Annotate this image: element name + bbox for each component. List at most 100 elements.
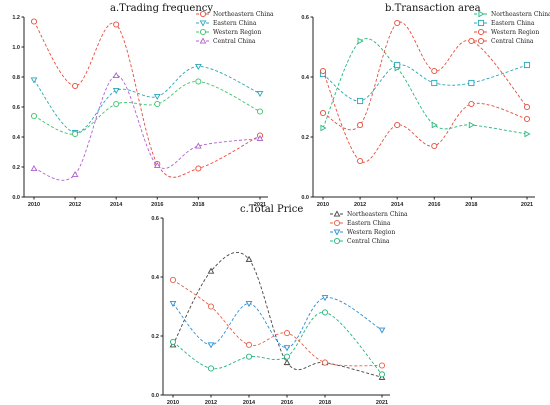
chart-title: c.Total Price xyxy=(240,204,303,215)
legend-item-eastern-china: Eastern China xyxy=(474,19,535,27)
data-point xyxy=(113,21,120,28)
series-line xyxy=(33,66,261,133)
legend-marker xyxy=(477,37,485,45)
chart-panel-b: b.Transaction area 0.0 0.2 0.4 0.6 2010 2012 20… xyxy=(301,3,550,208)
data-point xyxy=(256,108,264,115)
series-eastern-china xyxy=(30,63,264,137)
data-point xyxy=(169,276,177,284)
y-tick-label: 0.6 xyxy=(12,105,20,111)
x-tick-label: 2016 xyxy=(151,202,163,208)
axes xyxy=(160,217,390,398)
series-line xyxy=(33,81,261,135)
legend-marker xyxy=(333,219,341,227)
x-tick-label: 2012 xyxy=(69,202,81,208)
chart-title: a.Trading frequency xyxy=(110,3,213,14)
y-tick-label: 0.2 xyxy=(151,334,159,340)
legend-marker xyxy=(477,19,485,27)
data-point xyxy=(523,115,531,123)
y-tick-label: 0.0 xyxy=(301,195,309,201)
y-tick-label: 0.6 xyxy=(151,216,159,222)
legend-label: Northeastern China xyxy=(491,11,550,18)
axes xyxy=(21,16,268,200)
x-tick-label: 2014 xyxy=(243,400,256,405)
data-point xyxy=(321,359,329,366)
x-tick-label: 2010 xyxy=(28,202,40,208)
data-point xyxy=(153,161,161,169)
series-line xyxy=(172,279,383,367)
data-point xyxy=(169,338,177,345)
legend-marker xyxy=(333,237,341,245)
y-tick-label: 0.6 xyxy=(301,15,309,21)
data-point xyxy=(245,353,253,360)
data-point xyxy=(245,341,253,348)
series-northeastern-china xyxy=(169,252,386,380)
data-point xyxy=(431,67,438,75)
legend-marker xyxy=(477,28,485,36)
data-point xyxy=(394,61,401,69)
data-point xyxy=(112,71,120,79)
series-western-region xyxy=(169,295,386,352)
series-line xyxy=(322,38,528,135)
data-point xyxy=(357,37,364,45)
legend-label: Central China xyxy=(347,238,390,245)
data-point xyxy=(431,142,438,150)
x-tick-label: 2016 xyxy=(428,202,440,208)
y-tick-label: 0.4 xyxy=(301,75,310,81)
x-tick-label: 2012 xyxy=(205,400,217,405)
legend-marker xyxy=(199,28,207,36)
y-tick-label: 1.0 xyxy=(12,45,20,51)
data-point xyxy=(283,359,291,366)
data-point xyxy=(319,109,327,117)
x-tick-label: 2010 xyxy=(317,202,329,208)
data-point xyxy=(30,18,38,25)
legend-label: Northeastern China xyxy=(213,11,274,18)
series-line xyxy=(33,75,261,181)
data-point xyxy=(283,329,291,337)
data-point xyxy=(319,67,327,75)
series-eastern-china xyxy=(319,61,531,105)
legend-marker xyxy=(333,229,341,236)
legend-label: Central China xyxy=(491,38,534,45)
y-tick-label: 0.4 xyxy=(12,135,21,141)
x-tick-label: 2016 xyxy=(281,400,293,405)
data-point xyxy=(30,164,38,172)
legend-item-eastern-china: Eastern China xyxy=(330,219,391,227)
data-point xyxy=(321,309,329,316)
legend-marker xyxy=(199,37,207,44)
legend-label: Western Region xyxy=(491,29,539,36)
data-point xyxy=(195,165,202,172)
data-point xyxy=(468,121,475,129)
legend-item-northeastern-china: Northeastern China xyxy=(196,10,274,18)
legend-label: Eastern China xyxy=(213,20,257,27)
data-point xyxy=(357,121,364,129)
axes xyxy=(310,16,535,200)
legend-label: Eastern China xyxy=(347,220,391,227)
data-point xyxy=(30,112,38,120)
legend-label: Western Region xyxy=(347,229,395,236)
data-point xyxy=(153,93,161,101)
legend-item-central-china: Central China xyxy=(330,237,390,245)
data-point xyxy=(112,87,120,95)
data-point xyxy=(357,157,364,165)
legend-item-central-china: Central China xyxy=(474,37,534,45)
data-point xyxy=(207,365,215,372)
legend-label: Western Region xyxy=(213,29,261,36)
legend-marker xyxy=(478,10,485,18)
data-point xyxy=(154,100,161,108)
data-point xyxy=(468,79,475,87)
y-tick-label: 0.8 xyxy=(12,75,20,81)
x-tick-label: 2012 xyxy=(354,202,366,208)
data-point xyxy=(283,353,291,360)
data-point xyxy=(431,79,438,87)
legend-label: Eastern China xyxy=(491,20,535,27)
data-point xyxy=(320,124,327,132)
legend-item-eastern-china: Eastern China xyxy=(196,20,257,27)
data-point xyxy=(378,327,386,334)
series-line xyxy=(322,21,528,131)
data-point xyxy=(207,303,215,310)
x-tick-label: 2018 xyxy=(192,202,204,208)
data-point xyxy=(431,121,438,129)
x-tick-label: 2018 xyxy=(319,400,331,405)
x-tick-label: 2021 xyxy=(521,202,533,208)
data-point xyxy=(72,82,79,90)
